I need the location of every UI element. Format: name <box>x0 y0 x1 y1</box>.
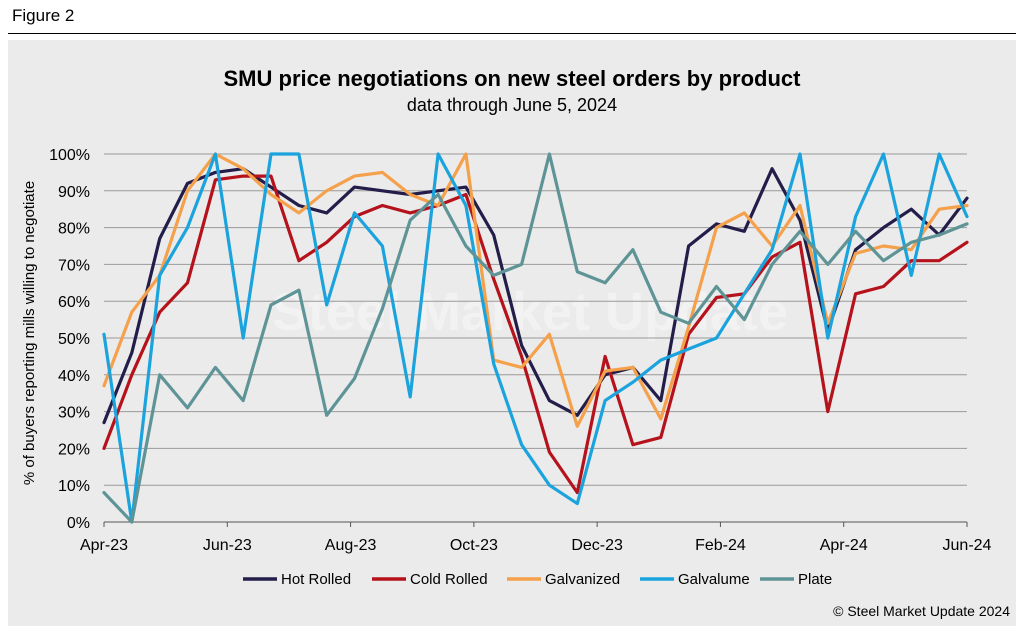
legend-item-plate: Plate <box>760 571 832 588</box>
y-tick-label: 100% <box>49 147 90 164</box>
y-axis-ticks: 0% 10% 20% 30% 40% 50% 60% 70% 80% 90% 100% <box>49 147 90 532</box>
x-tick-label: Dec-23 <box>571 537 623 554</box>
series-lines <box>102 152 969 524</box>
y-tick-label: 60% <box>58 294 90 311</box>
y-tick-label: 0% <box>67 515 90 532</box>
legend-label: Galvanized <box>545 571 620 588</box>
legend-label: Plate <box>798 571 832 588</box>
y-tick-label: 70% <box>58 257 90 274</box>
y-tick-label: 90% <box>58 184 90 201</box>
legend-label: Cold Rolled <box>410 571 488 588</box>
x-tick-label: Jun-23 <box>203 537 252 554</box>
legend-item-galvalume: Galvalume <box>640 571 750 588</box>
y-tick-label: 30% <box>58 405 90 422</box>
x-tick-label: Apr-24 <box>820 537 868 554</box>
y-tick-label: 10% <box>58 478 90 495</box>
legend-item-cold-rolled: Cold Rolled <box>372 571 488 588</box>
x-tick-label: Oct-23 <box>450 537 498 554</box>
figure-label: Figure 2 <box>12 6 75 25</box>
series-line-cold-rolled <box>102 174 969 495</box>
legend-label: Galvalume <box>678 571 750 588</box>
y-tick-label: 40% <box>58 368 90 385</box>
series-line-plate <box>102 152 969 524</box>
x-tick-label: Jun-24 <box>943 537 992 554</box>
legend-item-galvanized: Galvanized <box>507 571 620 588</box>
chart-title: SMU price negotiations on new steel orde… <box>223 66 801 91</box>
y-tick-label: 80% <box>58 221 90 238</box>
x-axis-ticks: Apr-23 Jun-23 Aug-23 Oct-23 Dec-23 Feb-24 Apr-… <box>80 522 992 554</box>
x-tick-label: Aug-23 <box>325 537 377 554</box>
x-tick-label: Apr-23 <box>80 537 128 554</box>
chart-subtitle: data through June 5, 2024 <box>406 95 618 115</box>
series-line-galvalume <box>102 152 969 524</box>
watermark-text: Steel Market Update <box>272 282 788 342</box>
x-tick-label: Feb-24 <box>695 537 746 554</box>
legend: Hot Rolled Cold Rolled Galvanized Galvalume… <box>243 571 832 588</box>
y-axis-label: % of buyers reporting mills willing to n… <box>21 181 38 485</box>
y-tick-label: 20% <box>58 441 90 458</box>
legend-item-hot-rolled: Hot Rolled <box>243 571 351 588</box>
credit-text: © Steel Market Update 2024 <box>833 603 1010 619</box>
figure-rule <box>8 33 1016 34</box>
y-tick-label: 50% <box>58 331 90 348</box>
legend-label: Hot Rolled <box>281 571 351 588</box>
